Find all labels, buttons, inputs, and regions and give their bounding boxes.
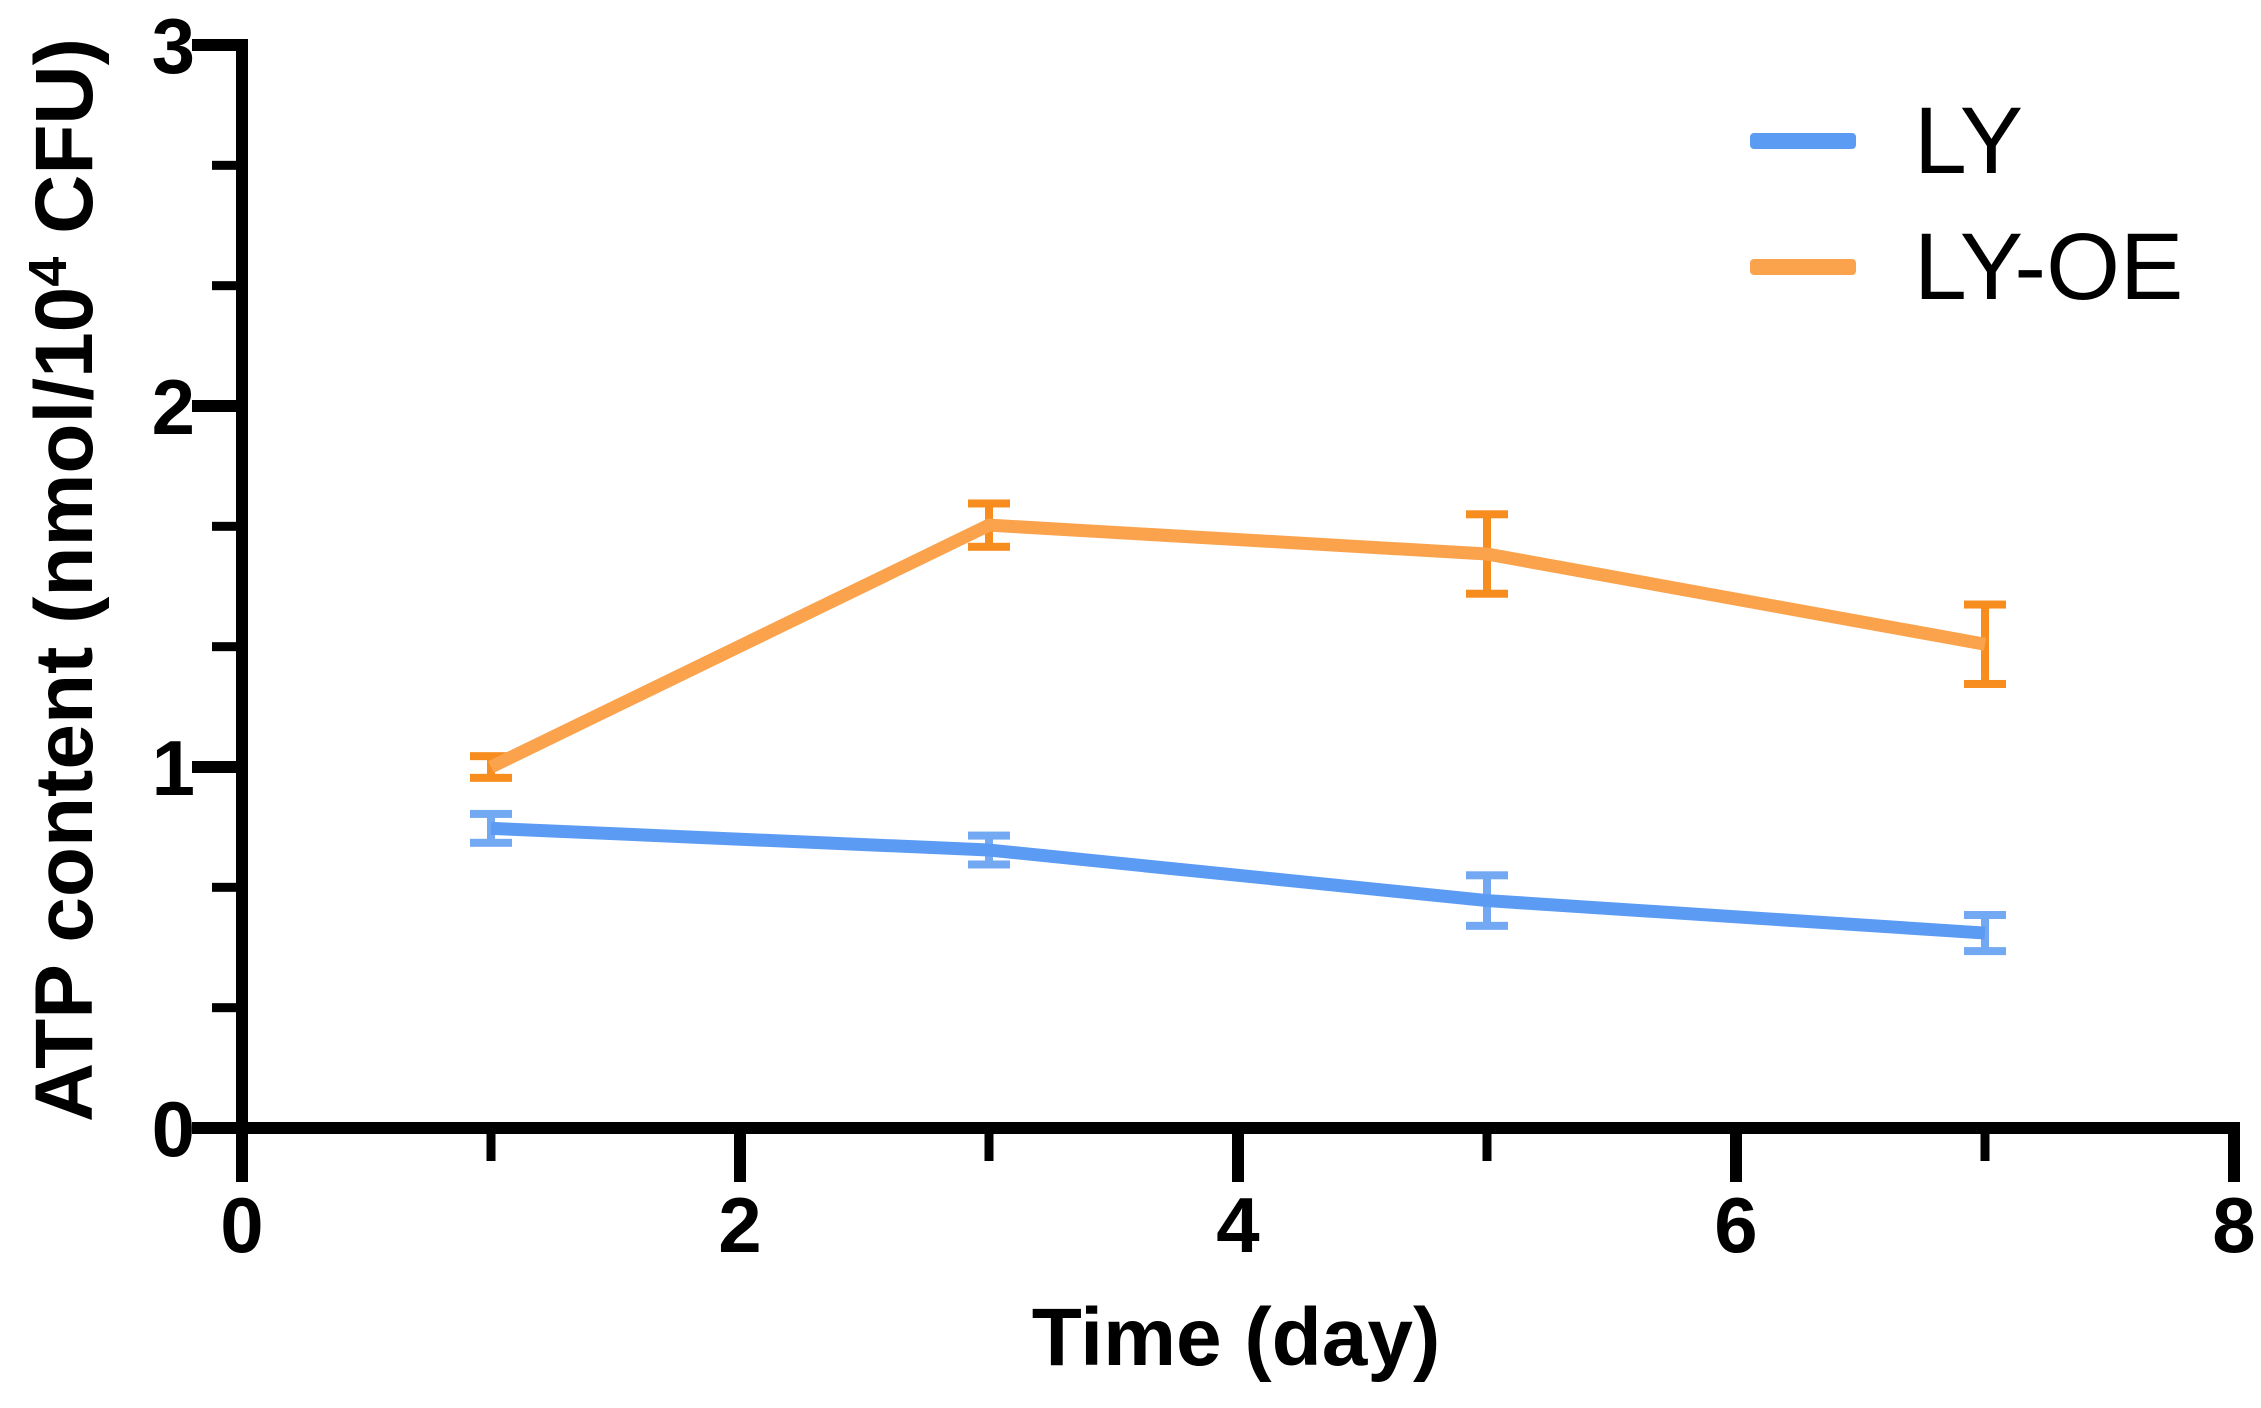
error-bar-cap [1466,589,1508,598]
error-bar-cap [968,831,1010,840]
x-axis-title: Time (day) [1032,1292,1441,1383]
series-line-ly [490,821,1986,940]
error-bar-cap [470,773,512,782]
x-major-tick [236,1134,248,1182]
error-bar-cap [1466,921,1508,930]
y-major-tick [192,39,236,51]
x-tick-label: 2 [718,1181,761,1269]
y-axis-title-main: ATP content (nmol/10 [19,287,110,1122]
y-minor-tick [212,642,236,652]
x-tick-label: 6 [1714,1181,1757,1269]
error-bar-cap [1964,600,2006,609]
x-major-tick [2228,1134,2240,1182]
y-minor-tick [212,281,236,291]
error-bar-cap [968,860,1010,869]
y-axis-title-superscript: 4 [18,257,78,287]
series-layer [470,499,2006,956]
y-major-tick [192,400,236,412]
y-tick-label: 0 [152,1085,195,1173]
y-minor-tick [212,160,236,170]
y-axis-spine [236,39,248,1134]
legend-row-ly: LY [1750,86,2183,196]
y-tick-label: 2 [152,363,195,451]
y-minor-tick [212,1003,236,1013]
y-axis-title: ATP content (nmol/104 CFU) [18,38,110,1122]
error-bar-cap [1964,911,2006,920]
error-bar-cap [1964,947,2006,956]
ly-legend-label: LY [1914,87,2024,194]
y-major-tick [192,1122,236,1134]
y-minor-tick [212,882,236,892]
ly-oe-line-swatch [1750,259,1856,275]
x-major-tick [1730,1134,1742,1182]
series-line-ly-oe [488,518,1987,773]
legend-row-ly-oe: LY-OE [1750,212,2183,322]
legend: LY LY-OE [1750,86,2183,322]
y-tick-label: 1 [152,724,195,812]
axes-layer: 0 1 2 3 0 2 4 6 8 [152,2,2256,1269]
x-axis-spine [236,1122,2240,1134]
error-bar-cap [1466,871,1508,880]
x-major-tick [734,1134,746,1182]
error-bar-cap [470,809,512,818]
x-minor-tick [1980,1134,1990,1161]
error-bar-cap [1964,679,2006,688]
x-minor-tick [1482,1134,1492,1161]
error-bar-cap [470,838,512,847]
error-bar-cap [968,542,1010,551]
error-bar-cap [470,752,512,761]
x-minor-tick [486,1134,496,1161]
y-tick-label: 3 [152,2,195,90]
x-tick-label: 8 [2212,1181,2255,1269]
error-bar-cap [1466,510,1508,519]
x-minor-tick [984,1134,994,1161]
y-major-tick [192,761,236,773]
error-bar-cap [968,499,1010,508]
x-tick-label: 4 [1216,1181,1259,1269]
ly-line-swatch [1750,133,1856,149]
x-major-tick [1232,1134,1244,1182]
y-minor-tick [212,521,236,531]
x-tick-label: 0 [220,1181,263,1269]
y-axis-title-unit: CFU) [19,38,110,257]
ly-oe-legend-label: LY-OE [1914,213,2184,320]
